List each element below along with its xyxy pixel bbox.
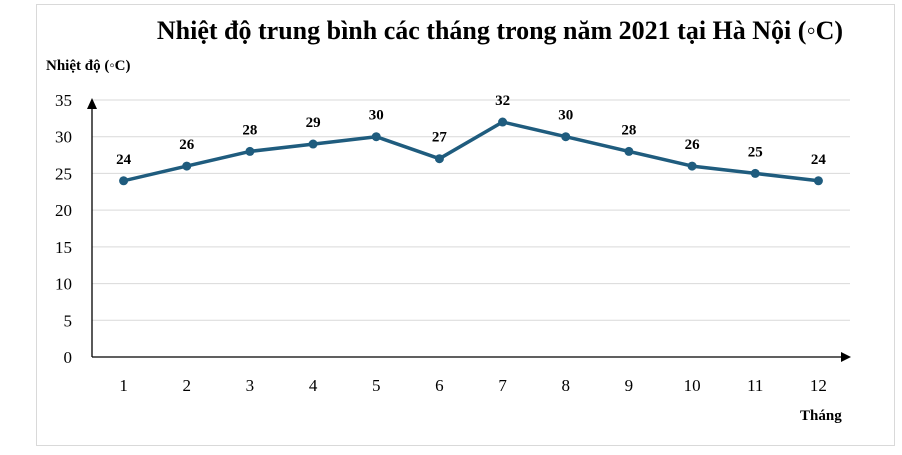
y-tick-label: 20 [55,201,72,220]
x-tick-label: 2 [183,376,192,395]
y-axis-label: Nhiệt độ (◦C) [46,58,131,74]
data-point [308,139,318,149]
x-axis-label: Tháng [800,408,842,424]
data-label: 28 [621,122,636,138]
data-label: 29 [306,115,321,131]
y-axis-arrow [87,98,97,109]
chart-title: Nhiệt độ trung bình các tháng trong năm … [156,16,844,45]
data-point [434,154,444,164]
data-label: 27 [432,130,448,146]
data-label: 25 [748,144,763,160]
data-point [245,146,255,156]
data-label: 26 [179,137,195,153]
x-tick-label: 7 [498,376,507,395]
y-tick-label: 25 [55,164,72,183]
data-point [687,161,697,171]
y-tick-label: 30 [55,128,72,147]
x-tick-label: 12 [810,376,827,395]
x-tick-label: 3 [246,376,255,395]
y-tick-label: 15 [55,238,72,257]
data-label: 30 [558,108,573,124]
data-label: 30 [369,108,384,124]
x-tick-label: 5 [372,376,381,395]
data-label: 26 [685,137,701,153]
data-label: 24 [116,152,132,168]
x-tick-label: 1 [119,376,128,395]
y-tick-label: 10 [55,275,72,294]
data-point [624,146,634,156]
data-label: 28 [242,122,257,138]
x-tick-label: 8 [562,376,571,395]
x-tick-labels: 1 2 3 4 5 6 7 8 9 10 11 12 [119,376,827,395]
y-tick-label: 5 [64,311,73,330]
data-point [498,117,508,127]
data-point [561,132,571,142]
data-label: 32 [495,93,510,109]
y-tick-label: 35 [55,91,72,110]
gridlines [92,99,850,321]
y-tick-label: 0 [64,348,73,367]
data-point [119,176,129,186]
x-tick-label: 10 [684,376,701,395]
chart-frame [36,4,895,446]
series-layer [119,117,823,186]
x-tick-label: 6 [435,376,444,395]
x-axis-arrow [841,352,851,362]
axes [87,98,851,362]
x-tick-label: 4 [309,376,318,395]
x-tick-label: 11 [747,376,763,395]
series-line [123,120,819,183]
data-point [371,132,381,142]
data-point [813,176,823,186]
data-labels: 24 26 28 29 30 27 32 30 28 26 25 24 [116,93,826,168]
data-point [750,168,760,178]
data-label: 24 [811,152,827,168]
y-tick-labels: 0 5 10 15 20 25 30 35 [55,91,72,367]
x-tick-label: 9 [625,376,634,395]
data-point [182,161,192,171]
